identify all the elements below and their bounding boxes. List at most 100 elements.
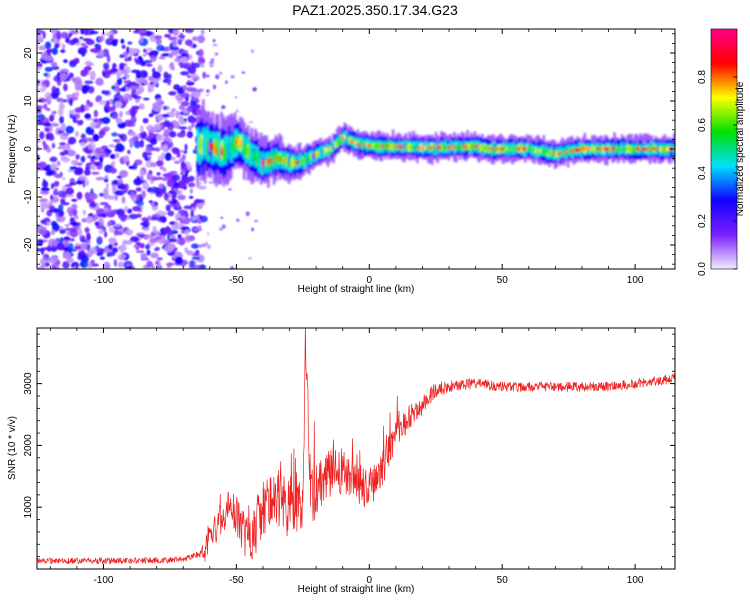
- trace-cell: [503, 147, 506, 150]
- trace-cell: [466, 145, 469, 149]
- noise-blob: [99, 118, 105, 122]
- noise-blob: [138, 78, 148, 86]
- trace-cell: [561, 151, 564, 155]
- noise-blob: [135, 29, 140, 34]
- trace-cell: [637, 146, 640, 151]
- y-tick-label: -20: [23, 237, 34, 252]
- colorbar: 0.0 0.2 0.4 0.6 0.8 Normalized spectral ampl…: [697, 28, 746, 276]
- trace-cell: [431, 146, 434, 150]
- noise-blob: [118, 88, 127, 92]
- noise-blob: [103, 261, 111, 269]
- noise-blob: [103, 187, 109, 196]
- noise-blob: [96, 236, 103, 245]
- noise-blob: [58, 107, 64, 117]
- noise-blob: [139, 29, 147, 33]
- noise-blob: [109, 34, 114, 42]
- trace-cell: [337, 139, 341, 145]
- noise-blob: [62, 261, 70, 269]
- noise-blob: [235, 109, 239, 113]
- trace-cell: [256, 155, 259, 163]
- noise-blob: [48, 205, 55, 211]
- trace-cell: [462, 145, 466, 149]
- noise-blob: [111, 85, 116, 90]
- noise-blob: [133, 178, 142, 186]
- noise-blob: [164, 46, 171, 52]
- noise-blob: [72, 76, 82, 85]
- noise-blob: [66, 149, 76, 157]
- trace-cell: [604, 147, 607, 151]
- noise-blob: [64, 224, 70, 227]
- noise-blob: [162, 173, 171, 177]
- noise-blob: [182, 84, 187, 91]
- trace-cell: [572, 149, 575, 153]
- noise-blob: [132, 162, 138, 170]
- trace-cell: [274, 153, 278, 163]
- noise-blob: [218, 71, 223, 75]
- noise-blob: [40, 187, 50, 192]
- trace-cell: [490, 147, 493, 151]
- noise-blob: [139, 242, 145, 249]
- snr-x-axis-label: Height of straight line (km): [298, 584, 415, 595]
- trace-cell: [663, 147, 667, 151]
- noise-blob: [141, 190, 146, 199]
- noise-blob: [37, 36, 44, 43]
- trace-cell: [239, 139, 242, 149]
- noise-blob: [125, 263, 131, 267]
- noise-blob: [81, 218, 88, 223]
- noise-blob: [120, 133, 128, 142]
- noise-blob: [97, 217, 104, 226]
- noise-blob: [172, 46, 180, 51]
- noise-blob: [60, 97, 64, 102]
- trace-cell: [501, 146, 505, 151]
- trace-cell: [313, 152, 317, 157]
- trace-cell: [449, 145, 453, 149]
- noise-blob: [163, 176, 170, 181]
- noise-blob: [49, 114, 55, 122]
- trace-cell: [414, 143, 417, 150]
- trace-cell: [341, 136, 345, 141]
- noise-blob: [212, 39, 216, 43]
- noise-blob: [167, 243, 176, 250]
- noise-blob: [151, 263, 155, 269]
- trace-cell: [544, 150, 547, 154]
- noise-blob: [180, 71, 190, 76]
- noise-blob: [37, 154, 40, 161]
- noise-blob: [116, 231, 124, 236]
- trace-cell: [408, 143, 412, 152]
- noise-blob: [143, 48, 147, 53]
- noise-blob: [57, 71, 61, 80]
- noise-blob: [192, 36, 198, 42]
- noise-blob: [114, 101, 123, 108]
- trace-cell: [308, 154, 311, 163]
- noise-blob: [109, 167, 117, 174]
- noise-blob: [120, 63, 128, 67]
- trace-cell: [252, 151, 255, 160]
- trace-cell: [302, 157, 306, 165]
- noise-blob: [193, 227, 203, 232]
- noise-blob: [70, 30, 80, 35]
- trace-cell: [243, 143, 246, 155]
- y-tick-label: -10: [23, 189, 34, 204]
- noise-blob: [89, 48, 98, 53]
- noise-blob: [82, 180, 86, 188]
- noise-blob: [200, 29, 205, 35]
- noise-blob: [190, 210, 194, 218]
- noise-blob: [117, 253, 126, 261]
- noise-blob: [201, 243, 206, 248]
- noise-blob: [177, 87, 183, 95]
- noise-blob: [178, 126, 188, 130]
- trace-cell: [557, 152, 560, 156]
- noise-blob: [59, 229, 66, 234]
- noise-blob: [77, 228, 83, 238]
- noise-blob: [98, 193, 105, 197]
- noise-blob: [95, 176, 105, 181]
- colorbar-tick-label: 0.0: [697, 262, 708, 276]
- trace-cell: [589, 147, 592, 151]
- noise-blob: [187, 125, 192, 131]
- noise-blob: [184, 210, 188, 217]
- colorbar-tick-label: 0.2: [697, 214, 708, 228]
- noise-blob: [221, 105, 226, 110]
- noise-blob: [44, 41, 52, 50]
- noise-blob: [51, 65, 60, 70]
- noise-blob: [155, 191, 163, 198]
